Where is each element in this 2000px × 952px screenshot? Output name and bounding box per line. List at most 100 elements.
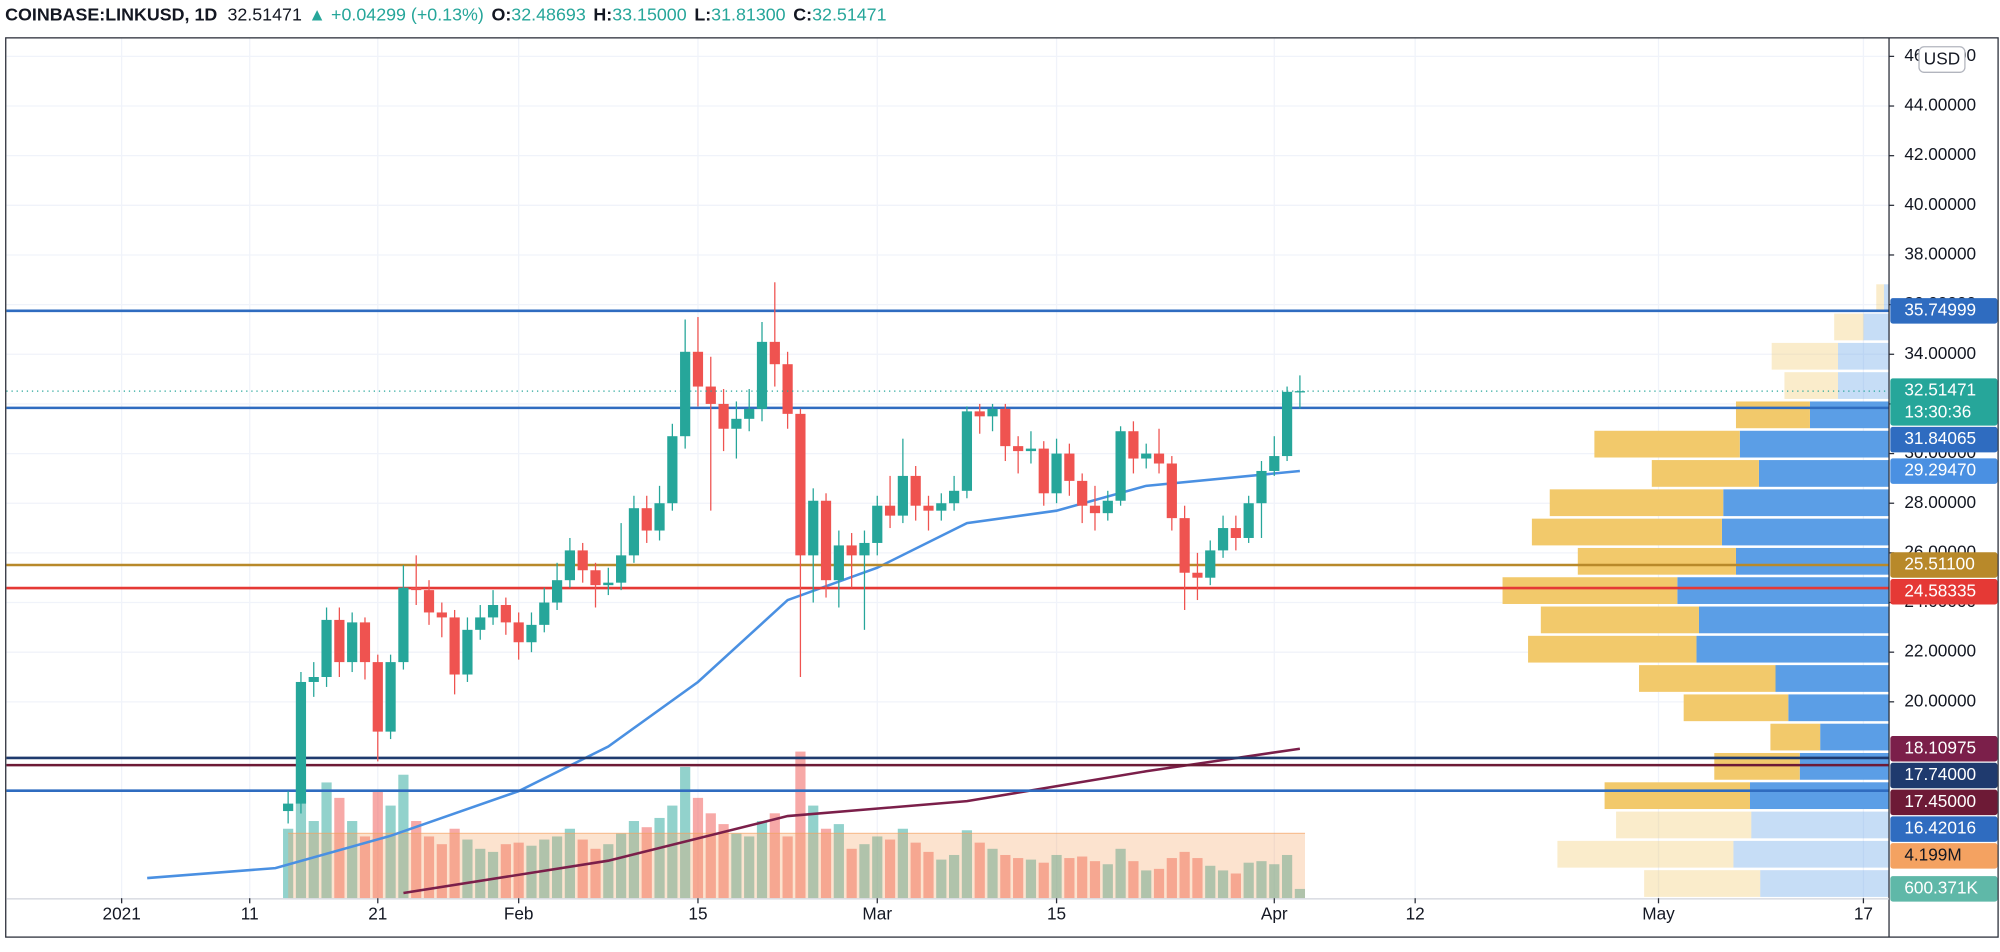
y-tick-label: 34.00000: [1904, 343, 1976, 363]
change-arrow: ▲: [308, 4, 326, 24]
candle-body: [385, 662, 396, 732]
price-badge-label: 13:30:36: [1904, 401, 1971, 421]
volume-bar: [680, 767, 691, 899]
moving-average: [147, 469, 1300, 880]
profile-down: [1820, 723, 1890, 751]
volume-bar: [1141, 870, 1152, 899]
profile-down: [1721, 518, 1890, 546]
volume-bar: [359, 836, 371, 899]
price-badge: [1890, 426, 1998, 453]
candle-body: [936, 503, 947, 511]
plot-area: [6, 38, 1890, 899]
price-badge: [1890, 735, 1998, 762]
profile-up: [1639, 665, 1776, 692]
candle-body: [705, 386, 716, 404]
volume-bar: [1166, 858, 1177, 899]
volume-bar: [692, 797, 704, 899]
volume-bar: [1153, 868, 1165, 899]
candle-body: [846, 545, 857, 556]
volume-bar: [744, 836, 755, 899]
volume-bar: [1025, 859, 1037, 899]
x-tick-label: 21: [368, 903, 387, 923]
profile-up: [1557, 840, 1734, 868]
profile-up: [1876, 284, 1884, 312]
volume-bar: [1294, 888, 1306, 899]
volume-bar: [551, 836, 563, 899]
candle-body: [551, 580, 563, 603]
volume-bar: [1281, 854, 1293, 899]
candle-body: [795, 413, 806, 556]
volume-bar: [949, 854, 960, 899]
price-badge: [1890, 552, 1998, 578]
volume-bar: [1038, 862, 1049, 899]
profile-up: [1549, 489, 1724, 517]
volume-bar: [1013, 858, 1024, 899]
profile-down: [1677, 577, 1890, 604]
volume-ma: [288, 833, 1306, 899]
x-tick-label: 2021: [103, 903, 141, 923]
x-tick-label: 12: [1406, 903, 1425, 923]
candle-body: [1115, 431, 1126, 501]
volume-bar: [462, 839, 473, 899]
profile-down: [1838, 372, 1890, 399]
volume-bar: [436, 844, 447, 899]
candle-body: [1256, 470, 1267, 504]
candle-body: [833, 545, 844, 581]
candle-body: [398, 587, 409, 663]
price-badge: [1890, 816, 1998, 842]
volume-bar: [795, 751, 806, 899]
quote-value: 32.48693: [511, 4, 586, 24]
candle-body: [744, 408, 755, 419]
profile-down: [1739, 430, 1890, 458]
volume-bar: [1256, 861, 1267, 899]
price-badge-label: 17.74000: [1904, 764, 1976, 784]
volume-bar: [564, 828, 575, 899]
candle-body: [680, 351, 691, 437]
quote-value: 33.15000: [612, 4, 687, 24]
volume-bar: [961, 830, 973, 899]
candle-body: [1013, 446, 1024, 452]
profile-up: [1577, 547, 1736, 575]
volume-bar: [859, 844, 870, 899]
candle-body: [539, 602, 550, 625]
candle-body: [1269, 456, 1280, 471]
profile-down: [1775, 665, 1890, 692]
moving-average: [403, 747, 1301, 895]
price-badge: [1890, 762, 1998, 789]
candle-body: [1205, 550, 1216, 578]
volume-bar: [897, 828, 908, 899]
y-tick-label: 20.00000: [1904, 690, 1976, 710]
price-badge-label: 18.10975: [1904, 737, 1976, 757]
profile-up: [1616, 811, 1752, 839]
price-badge: [1890, 458, 1998, 484]
volume-bar: [308, 821, 319, 899]
candle-body: [1077, 480, 1088, 506]
candle-body: [667, 436, 678, 504]
candle-body: [1141, 453, 1152, 459]
candle-body: [1153, 453, 1165, 464]
price-badge-label: 25.51100: [1904, 554, 1974, 574]
candle-body: [321, 619, 332, 678]
volume-bar: [411, 821, 422, 899]
x-tick-label: 15: [1047, 903, 1066, 923]
price-badge-label: 31.84065: [1904, 428, 1976, 448]
symbol: COINBASE:LINKUSD, 1D: [5, 4, 217, 24]
candle-body: [910, 475, 921, 506]
volume-bar: [654, 817, 665, 899]
profile-up: [1502, 577, 1678, 604]
candle-body: [462, 629, 473, 675]
profile-down: [1760, 870, 1890, 897]
profile-up: [1540, 606, 1699, 634]
candle-body: [1179, 518, 1190, 573]
volume-bar: [718, 824, 729, 899]
profile-down: [1809, 401, 1890, 429]
profile-up: [1735, 401, 1810, 429]
volume-bar: [449, 828, 460, 899]
volume-bar: [1051, 854, 1062, 899]
candle-body: [718, 403, 729, 429]
candle-body: [526, 624, 537, 643]
profile-down: [1838, 342, 1890, 370]
y-tick-label: 40.00000: [1904, 194, 1976, 214]
